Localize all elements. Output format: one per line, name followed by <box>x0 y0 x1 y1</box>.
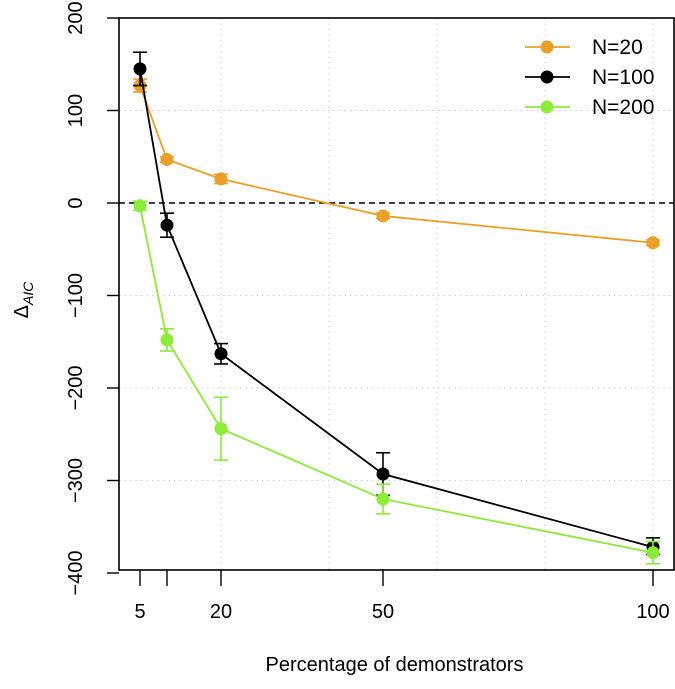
data-point <box>646 236 660 250</box>
data-point <box>214 172 228 186</box>
series-n-20 <box>133 78 660 250</box>
data-point <box>133 62 147 76</box>
data-point <box>646 546 660 560</box>
x-tick-label: 5 <box>134 601 145 623</box>
y-axis-title-main: Δ <box>11 305 33 318</box>
y-tick-label: 0 <box>65 197 87 208</box>
y-axis-title-subscript: AIC <box>20 281 36 306</box>
series-line <box>139 68 654 548</box>
data-point <box>160 153 174 167</box>
data-point <box>214 347 228 361</box>
legend-item: N=20 <box>525 36 643 59</box>
legend-marker <box>540 100 554 114</box>
legend-label: N=100 <box>592 66 654 89</box>
legend-marker <box>540 70 554 84</box>
y-axis-title: ΔAIC <box>11 281 36 319</box>
y-tick-label: −100 <box>65 273 87 318</box>
legend-marker <box>540 40 554 54</box>
y-axis: 200 100 0 −100 −200 −300 −400 <box>65 1 119 596</box>
data-point <box>160 218 174 232</box>
data-point <box>214 422 228 436</box>
series-n-200 <box>133 199 660 565</box>
series-n-100 <box>133 51 660 556</box>
legend-item: N=200 <box>525 96 654 119</box>
series-line <box>139 85 654 244</box>
data-point <box>376 209 390 223</box>
x-axis-title: Percentage of demonstrators <box>266 654 524 676</box>
x-axis: 5 20 50 100 <box>134 570 670 623</box>
data-point <box>376 467 390 481</box>
data-point <box>376 492 390 506</box>
grid <box>119 17 674 570</box>
data-point <box>133 199 147 213</box>
x-tick-label: 20 <box>210 601 232 623</box>
series-line <box>139 205 654 554</box>
y-tick-label: 200 <box>65 1 87 34</box>
x-tick-label: 50 <box>372 601 394 623</box>
plot-frame <box>118 17 675 571</box>
legend-label: N=200 <box>592 96 654 119</box>
y-tick-label: −300 <box>65 458 87 503</box>
legend-label: N=20 <box>592 36 643 59</box>
series-group <box>133 51 660 565</box>
x-tick-label: 100 <box>636 601 669 623</box>
legend-item: N=100 <box>525 66 654 89</box>
y-tick-label: −400 <box>65 550 87 595</box>
legend: N=20 N=100 N=200 <box>525 36 654 119</box>
y-tick-label: −200 <box>65 365 87 410</box>
y-tick-label: 100 <box>65 94 87 127</box>
data-point <box>160 333 174 347</box>
